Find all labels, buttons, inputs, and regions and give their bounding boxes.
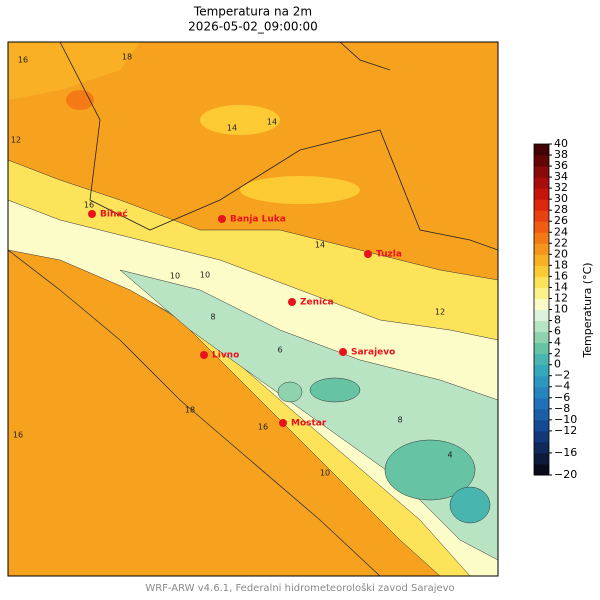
colorbar-segment <box>534 210 549 222</box>
colorbar-tick-label: 34 <box>554 170 568 183</box>
colorbar-segment <box>534 430 549 443</box>
contour-label: 16 <box>13 431 23 440</box>
colorbar-segment <box>534 463 549 476</box>
contour-label: 18 <box>122 53 132 62</box>
contour-label: 18 <box>185 406 195 415</box>
colorbar-segment <box>534 177 549 189</box>
contour-label: 16 <box>84 201 94 210</box>
city-marker <box>279 419 287 427</box>
colorbar-tick-label: 8 <box>554 314 561 327</box>
colorbar-tick-label: 20 <box>554 247 568 260</box>
colorbar-segment <box>534 287 549 299</box>
colorbar-tick-label: −8 <box>554 402 570 415</box>
colorbar-tick-label: 30 <box>554 192 568 205</box>
colorbar-segment <box>534 265 549 277</box>
colorbar-segment <box>534 342 549 355</box>
colorbar-tick-label: 18 <box>554 258 568 271</box>
colorbar-tick-label: 0 <box>554 358 561 371</box>
city-marker <box>218 215 226 223</box>
colorbar-segment <box>534 199 549 211</box>
colorbar-tick-label: 10 <box>554 303 568 316</box>
colorbar-tick-label: 22 <box>554 236 568 249</box>
contour-label: 14 <box>267 118 277 127</box>
city-marker <box>339 348 347 356</box>
contour-label: 16 <box>258 423 268 432</box>
colorbar-tick-label: −16 <box>554 446 577 459</box>
colorbar-tick-label: −12 <box>554 424 577 437</box>
colorbar-tick-label: −10 <box>554 413 577 426</box>
contour-label: 12 <box>11 136 21 145</box>
colorbar-tick-label: 4 <box>554 336 561 349</box>
city-marker <box>200 351 208 359</box>
colorbar-segment <box>534 397 549 410</box>
colorbar-segment <box>534 419 549 432</box>
colorbar-tick-label: 24 <box>554 225 568 238</box>
city-label: Tuzla <box>376 250 402 260</box>
colorbar-segment <box>534 166 549 178</box>
colorbar-segment <box>534 408 549 421</box>
contour-label: 16 <box>18 56 28 65</box>
contour-label: 10 <box>200 271 210 280</box>
colorbar-tick-label: 2 <box>554 347 561 360</box>
colorbar-segment <box>534 144 549 156</box>
contour-label: 8 <box>397 416 402 425</box>
city-label: Sarajevo <box>351 348 395 358</box>
colorbar-tick-label: 12 <box>554 291 568 304</box>
contour-label: 4 <box>447 451 452 460</box>
colorbar-tick-label: 14 <box>554 280 568 293</box>
footer: WRF-ARW v4.6.1, Federalni hidrometeorolo… <box>145 582 454 594</box>
colorbar-segment <box>534 331 549 344</box>
contour-label: 10 <box>320 469 330 478</box>
colorbar-segment <box>534 375 549 388</box>
colorbar-segment <box>534 276 549 288</box>
colorbar-tick-label: −20 <box>554 468 577 481</box>
subtitle: 2026-05-02_09:00:00 <box>188 20 318 34</box>
colorbar-tick-label: 28 <box>554 203 568 216</box>
contour-label: 10 <box>170 272 180 281</box>
city-label: Bihać <box>100 209 128 220</box>
contour-label: 12 <box>435 308 445 317</box>
city-marker <box>364 250 372 258</box>
colorbar-segment <box>534 243 549 255</box>
colorbar-segment <box>534 254 549 266</box>
colorbar-segment <box>534 155 549 167</box>
city-label: Banja Luka <box>230 215 286 225</box>
colorbar-segment <box>534 309 549 322</box>
colorbar-tick-label: 16 <box>554 269 568 282</box>
colorbar-tick-label: 26 <box>554 214 568 227</box>
contour-label: 14 <box>227 124 237 133</box>
city-marker <box>88 210 96 218</box>
map <box>8 42 498 576</box>
contour-label: 6 <box>277 346 282 355</box>
colorbar-segment <box>534 353 549 366</box>
colorbar-segment <box>534 386 549 399</box>
city-label: Mostar <box>291 419 327 429</box>
colorbar-tick-label: −2 <box>554 369 570 382</box>
map-frame <box>7 41 499 577</box>
colorbar-segment <box>534 221 549 233</box>
colorbar-tick-label: 6 <box>554 325 561 338</box>
city-label: Livno <box>212 351 239 361</box>
colorbar-tick-label: −6 <box>554 391 570 404</box>
colorbar-tick-label: 38 <box>554 148 568 161</box>
title: Temperatura na 2m <box>193 5 312 19</box>
contour-label: 14 <box>315 241 325 250</box>
colorbar-tick-label: 40 <box>554 137 568 150</box>
city-label: Zenica <box>300 298 334 308</box>
colorbar-label: Temperatura (°C) <box>581 262 594 358</box>
colorbar-segment <box>534 364 549 377</box>
colorbar-segment <box>534 232 549 244</box>
colorbar-tick-label: −4 <box>554 380 570 393</box>
colorbar-segment <box>534 188 549 200</box>
colorbar-tick-label: 32 <box>554 181 568 194</box>
colorbar-segment <box>534 320 549 333</box>
contour-label: 8 <box>210 313 215 322</box>
colorbar-segment <box>534 298 549 310</box>
colorbar-tick-label: 36 <box>554 159 568 172</box>
colorbar-segment <box>534 452 549 465</box>
colorbar-segment <box>534 441 549 454</box>
city-marker <box>288 298 296 306</box>
